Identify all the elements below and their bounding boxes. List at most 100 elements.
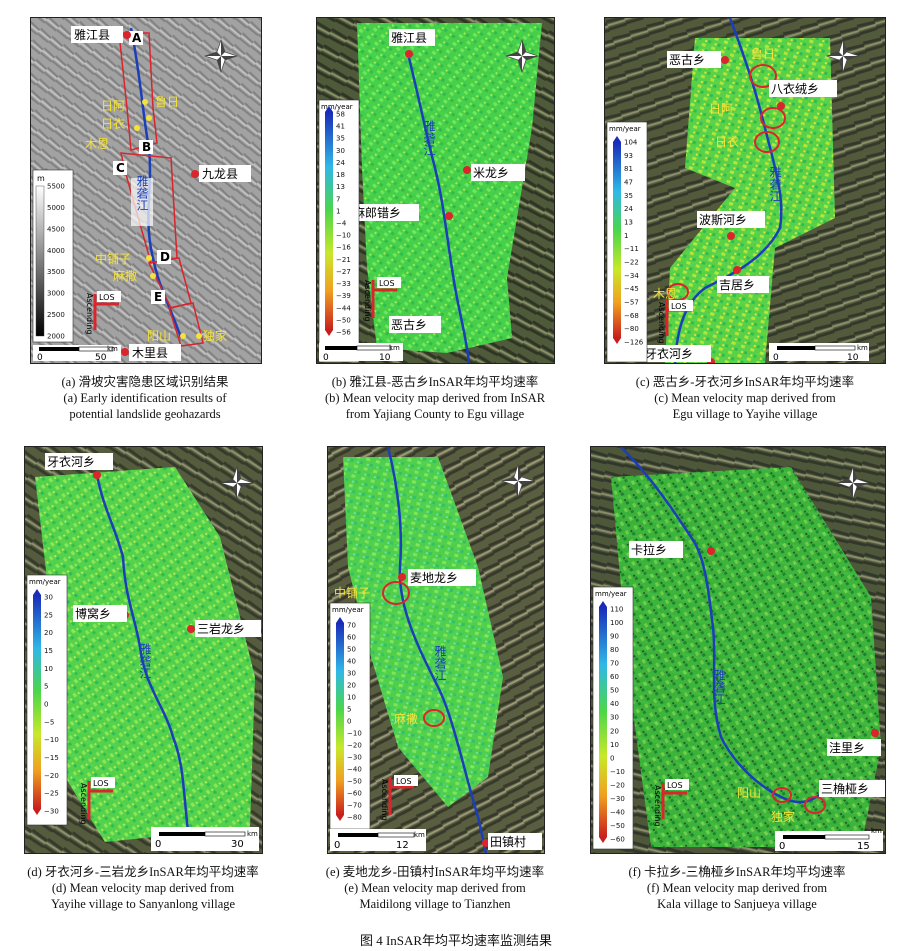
colorbar (336, 623, 344, 815)
colorbar-tick-label: −5 (44, 718, 54, 726)
svg-text:km: km (414, 831, 425, 839)
colorbar-tick-label: 0 (44, 701, 48, 709)
colorbar-unit: mm/year (332, 606, 364, 614)
colorbar-tick-label: −30 (610, 795, 625, 803)
svg-text:LOS: LOS (379, 279, 395, 288)
colorbar-tick-label: −4 (336, 220, 347, 228)
north-arrow-icon (219, 465, 255, 501)
zone-label-b: B (142, 140, 151, 154)
town-label: 牙衣河乡 (47, 454, 95, 469)
colorbar-tick-label: −10 (610, 768, 625, 776)
los-arrow-icon: LOS Ascending (380, 775, 418, 820)
colorbar-tick-label: −45 (624, 285, 639, 293)
colorbar-unit: mm/year (609, 125, 641, 133)
colorbar-tick-label: −80 (347, 814, 362, 822)
colorbar-tick-label: −15 (44, 754, 59, 762)
svg-text:0: 0 (773, 353, 779, 363)
colorbar-tick-label: −34 (624, 272, 639, 280)
colorbar-tick-label: 3000 (47, 290, 65, 298)
town-label: 雅江县 (74, 27, 110, 42)
panel-f-svg: 卡拉乡 洼里乡 三桷桠乡 雅砻江 阳山 独家 mm/year 110100908… (591, 447, 885, 853)
north-arrow-icon (835, 465, 871, 501)
svg-text:LOS: LOS (671, 302, 687, 311)
north-arrow-icon (500, 463, 536, 499)
colorbar-tick-label: 60 (347, 634, 356, 642)
colorbar-tick-label: −60 (347, 790, 362, 798)
site-label: 阳山 (147, 329, 171, 343)
town-label: 木里县 (132, 346, 168, 360)
colorbar-tick-label: 10 (44, 665, 53, 673)
colorbar-tick-label: 30 (44, 594, 53, 602)
svg-text:0: 0 (334, 840, 340, 851)
colorbar-tick-label: 0 (610, 754, 614, 762)
panel-c-map: 恶古乡 八衣绒乡 波斯河乡 吉居乡 牙衣河乡 雅砻江 鲁日 日阿 日衣 木恩 m… (604, 17, 886, 364)
panel-b-caption: (b) 雅江县-恶古乡InSAR年均平均速率 (b) Mean velocity… (324, 375, 546, 421)
panel-e-svg: 麦地龙乡 田镇村 雅砻江 中铺子 麻撒 mm/year 706050403020… (328, 447, 544, 853)
panel-d-caption: (d) 牙衣河乡-三岩龙乡InSAR年均平均速率 (d) Mean veloci… (27, 865, 259, 911)
colorbar-tick-label: 10 (347, 694, 356, 702)
svg-text:km: km (857, 344, 868, 352)
colorbar-tick-label: 100 (610, 619, 623, 627)
colorbar-tick-label: −27 (336, 268, 351, 276)
colorbar-tick-label: 30 (347, 670, 356, 678)
site-label: 中铺子 (334, 585, 370, 600)
los-arrow-icon: LOS Ascending (85, 291, 121, 334)
town-marker (191, 170, 199, 178)
site-label: 独家 (771, 809, 795, 824)
site-label: 日阿 (709, 102, 733, 116)
colorbar-tick-label: 40 (610, 700, 619, 708)
colorbar-tick-label: −70 (347, 802, 362, 810)
colorbar-tick-label: 7 (336, 195, 340, 203)
town-label: 吉居乡 (719, 278, 755, 292)
town-label: 九龙县 (202, 167, 238, 181)
colorbar-tick-label: −50 (610, 822, 625, 830)
panel-f-map: 卡拉乡 洼里乡 三桷桠乡 雅砻江 阳山 独家 mm/year 110 100 90 8… (590, 446, 886, 854)
colorbar-tick-label: 30 (336, 147, 345, 155)
colorbar-tick-label: 35 (336, 135, 345, 143)
colorbar-tick-label: 58 (336, 111, 345, 119)
colorbar (325, 112, 333, 330)
svg-text:Ascending: Ascending (380, 779, 389, 820)
colorbar-tick-label: 5 (44, 683, 48, 691)
colorbar-tick-label: −30 (44, 808, 59, 816)
panel-a-caption: (a) 滑坡灾害隐患区域识别结果 (a) Early identificatio… (61, 375, 229, 421)
colorbar-tick-label: 70 (610, 660, 619, 668)
colorbar-tick-label: 13 (336, 183, 345, 191)
town-label: 田镇村 (490, 835, 526, 849)
colorbar-tick-label: −16 (336, 244, 351, 252)
colorbar-tick-label: 2500 (47, 311, 65, 319)
colorbar-tick-label: −39 (336, 292, 351, 300)
svg-text:10: 10 (847, 353, 859, 363)
colorbar-unit: mm/year (29, 578, 61, 586)
town-label: 三桷桠乡 (821, 781, 869, 796)
panel-a-svg: A B C D E 雅江县 九龙县 木里县 雅砻江 日阿 鲁日 日衣 木恩 (31, 18, 261, 363)
colorbar-tick-label: 47 (624, 179, 633, 187)
site-label: 日阿 (101, 99, 125, 113)
river-label: 雅砻江 (138, 642, 152, 679)
colorbar-tick-label: 41 (336, 123, 345, 131)
colorbar-tick-label: 24 (336, 159, 345, 167)
site-label: 鲁日 (751, 47, 775, 61)
colorbar-tick-label: −80 (624, 325, 639, 333)
panel-b-map: 雅江县 米龙乡 麻郎错乡 恶古乡 雅砻江 mm/year 58 41 35 30 24 1… (316, 17, 555, 364)
colorbar-unit: m (37, 174, 45, 183)
panel-d-svg: 牙衣河乡 博窝乡 三岩龙乡 雅砻江 mm/year 30 25 20 15 10 5 0 −5… (25, 447, 262, 853)
svg-text:15: 15 (857, 841, 870, 852)
svg-text:0: 0 (779, 841, 785, 852)
colorbar-tick-label: −57 (624, 299, 639, 307)
svg-text:km: km (871, 827, 882, 835)
colorbar-tick-label: −11 (624, 245, 639, 253)
colorbar-tick-label: 104 (624, 139, 638, 147)
colorbar (35, 185, 45, 337)
colorbar-tick-label: 4500 (47, 225, 65, 233)
colorbar-tick-label: 4000 (47, 247, 65, 255)
svg-text:Ascending: Ascending (363, 280, 372, 321)
colorbar-tick-label: 93 (624, 152, 633, 160)
colorbar-tick-label: 0 (347, 718, 351, 726)
town-label: 雅江县 (391, 30, 427, 45)
svg-text:Ascending: Ascending (653, 785, 662, 826)
colorbar-tick-label: 40 (347, 658, 356, 666)
panel-d-map: 牙衣河乡 博窝乡 三岩龙乡 雅砻江 mm/year 30 25 20 15 10 5 0 −5… (24, 446, 263, 854)
colorbar-tick-label: 50 (610, 687, 619, 695)
colorbar-tick-label: −56 (336, 329, 351, 337)
